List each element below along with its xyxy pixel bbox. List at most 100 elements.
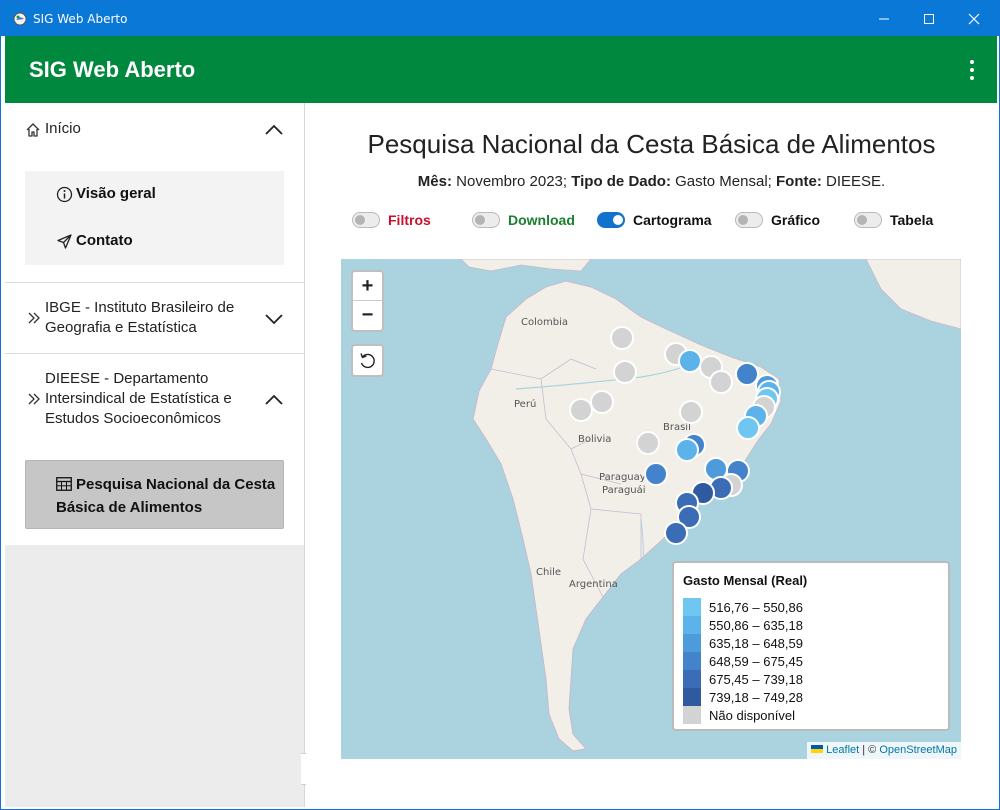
sidebar-item-label: Contato	[76, 232, 133, 249]
legend-label: Não disponível	[709, 708, 795, 723]
legend-label: 516,76 – 550,86	[709, 600, 803, 615]
toggle-filtros[interactable]: Filtros	[352, 209, 431, 231]
toggle-label: Tabela	[890, 212, 934, 228]
map-marker[interactable]	[590, 390, 614, 414]
map-marker[interactable]	[679, 400, 703, 424]
reset-view-button[interactable]	[351, 344, 384, 377]
leaflet-link[interactable]: Leaflet	[826, 744, 860, 756]
chevron-up-icon	[265, 394, 283, 405]
legend-label: 635,18 – 648,59	[709, 636, 803, 651]
sidebar-section-header-dieese[interactable]: DIEESE - Departamento Intersindical de E…	[5, 354, 304, 446]
page-subtitle: Mês: Novembro 2023; Tipo de Dado: Gasto …	[306, 173, 997, 190]
legend-swatch	[683, 706, 701, 724]
sidebar-item-cesta-basica[interactable]: Pesquisa Nacional da Cesta Básica de Ali…	[25, 460, 284, 529]
map-marker[interactable]	[664, 521, 688, 545]
minimize-icon	[879, 18, 889, 19]
sidebar-section-header-inicio[interactable]: Início	[5, 103, 304, 153]
page-title: Pesquisa Nacional da Cesta Básica de Ali…	[367, 129, 936, 159]
map-label-peru: Perú	[514, 399, 537, 410]
fonte-label: Fonte:	[776, 173, 822, 190]
zoom-in-button[interactable]: +	[353, 272, 382, 301]
send-icon	[57, 234, 72, 249]
switch-grafico[interactable]	[735, 212, 763, 228]
kebab-dot-icon	[970, 76, 974, 80]
legend-title: Gasto Mensal (Real)	[683, 573, 808, 588]
legend-swatch	[683, 598, 701, 616]
map-marker[interactable]	[678, 349, 702, 373]
map-marker[interactable]	[735, 362, 759, 386]
legend-item: Não disponível	[683, 706, 943, 724]
map-marker[interactable]	[636, 431, 660, 455]
sidebar-item-label: Visão geral	[76, 185, 156, 202]
legend-item: 648,59 – 675,45	[683, 652, 943, 670]
legend-label: 648,59 – 675,45	[709, 654, 803, 669]
mes-label: Mês:	[417, 173, 452, 190]
sidebar-section-label: IBGE - Instituto Brasileiro de Geografia…	[45, 299, 235, 336]
map-marker[interactable]	[677, 505, 701, 529]
sidebar-menu: Início Visão geral Contato	[5, 103, 304, 545]
map-label-argentina: Argentina	[569, 579, 618, 590]
close-button[interactable]	[951, 1, 997, 36]
sidebar-submenu-inicio: Visão geral Contato	[25, 171, 284, 265]
more-menu-button[interactable]	[965, 60, 979, 84]
map-marker[interactable]	[569, 398, 593, 422]
legend-swatch	[683, 688, 701, 706]
map-markers-layer	[569, 326, 781, 545]
map-label-bolivia: Bolivia	[578, 434, 612, 445]
switch-download[interactable]	[472, 212, 500, 228]
chevron-up-icon	[265, 124, 283, 135]
switch-filtros[interactable]	[352, 212, 380, 228]
maximize-icon	[924, 13, 934, 24]
map-marker[interactable]	[610, 326, 634, 350]
toggle-label: Filtros	[388, 212, 431, 228]
map-marker[interactable]	[709, 370, 733, 394]
toggle-grafico[interactable]: Gráfico	[735, 209, 820, 231]
kebab-dot-icon	[970, 60, 974, 64]
info-icon	[56, 186, 73, 203]
legend-label: 550,86 – 635,18	[709, 618, 803, 633]
map-marker[interactable]	[613, 360, 637, 384]
app-brand: SIG Web Aberto	[29, 57, 196, 82]
double-chevron-right-icon	[28, 312, 40, 324]
legend-label: 675,45 – 739,18	[709, 672, 803, 687]
legend-swatch	[683, 652, 701, 670]
map-attribution: Leaflet | © OpenStreetMap	[807, 742, 961, 759]
kebab-dot-icon	[970, 68, 974, 72]
double-chevron-right-icon	[28, 393, 40, 405]
map-marker[interactable]	[644, 462, 668, 486]
fonte-value: DIEESE.	[821, 173, 886, 190]
sidebar-section-dieese: DIEESE - Departamento Intersindical de E…	[5, 354, 304, 545]
toggle-label: Download	[508, 212, 575, 228]
switch-tabela[interactable]	[854, 212, 882, 228]
toggle-tabela[interactable]: Tabela	[854, 209, 933, 231]
map-legend: Gasto Mensal (Real) 516,76 – 550,86 550,…	[672, 561, 950, 731]
map-label-paraguai: Paraguái	[602, 485, 646, 496]
sidebar-section-header-ibge[interactable]: IBGE - Instituto Brasileiro de Geografia…	[5, 283, 304, 354]
mes-value: Novembro 2023;	[451, 173, 572, 190]
osm-link[interactable]: OpenStreetMap	[879, 744, 957, 756]
main-content: Pesquisa Nacional da Cesta Básica de Ali…	[306, 103, 997, 807]
toggle-download[interactable]: Download	[472, 209, 575, 231]
legend-item: 675,45 – 739,18	[683, 670, 943, 688]
map-view[interactable]: Colombia Perú Bolivia Brasil Paraguay Pa…	[341, 259, 961, 759]
toggle-cartograma[interactable]: Cartograma	[597, 209, 712, 231]
reset-icon	[360, 353, 375, 369]
toggle-label: Cartograma	[633, 212, 712, 228]
zoom-out-button[interactable]: −	[361, 304, 374, 326]
minimize-button[interactable]	[861, 1, 907, 36]
sidebar-item-contato[interactable]: Contato	[25, 218, 284, 264]
switch-cartograma[interactable]	[597, 212, 625, 228]
legend-label: 739,18 – 749,28	[709, 690, 803, 705]
legend-swatch	[683, 670, 701, 688]
map-marker[interactable]	[675, 438, 699, 462]
view-toggles: Filtros Download Cartograma Gráfico Tabe…	[306, 209, 997, 231]
sidebar-item-visao-geral[interactable]: Visão geral	[25, 171, 284, 217]
map-marker[interactable]	[736, 416, 760, 440]
app-header: SIG Web Aberto	[5, 36, 997, 103]
window-title: SIG Web Aberto	[33, 12, 128, 26]
sidebar-section-inicio: Início Visão geral Contato	[5, 103, 304, 283]
map-basemap	[460, 259, 961, 752]
maximize-button[interactable]	[906, 1, 952, 36]
sidebar-section-ibge: IBGE - Instituto Brasileiro de Geografia…	[5, 283, 304, 354]
